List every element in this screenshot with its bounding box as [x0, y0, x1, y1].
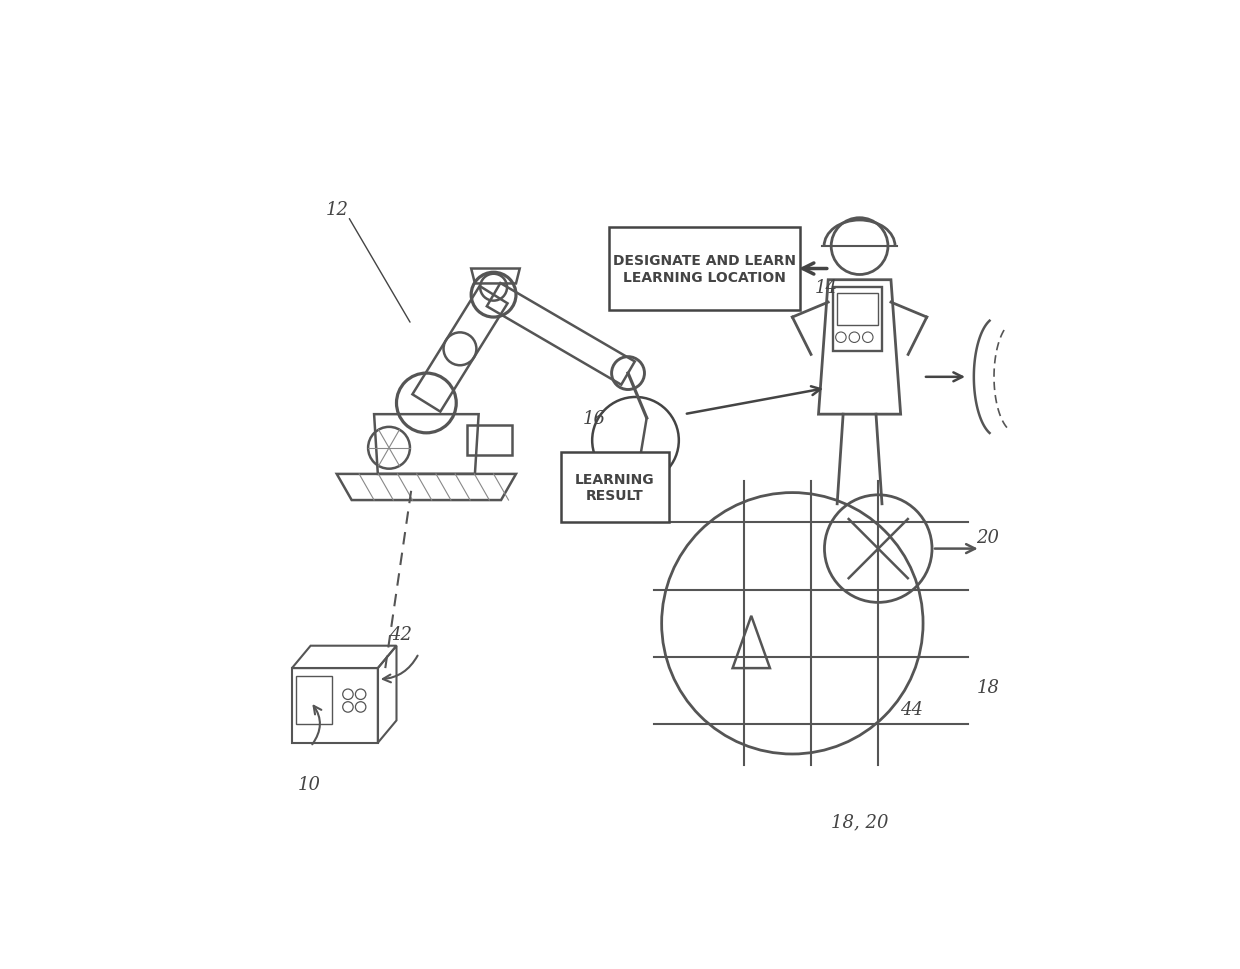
Text: 14: 14 [815, 279, 837, 297]
Text: 44: 44 [900, 701, 924, 718]
Text: 42: 42 [388, 626, 412, 643]
Text: 18: 18 [977, 678, 999, 696]
Text: LEARNING
RESULT: LEARNING RESULT [575, 473, 655, 503]
Text: 12: 12 [325, 201, 348, 219]
Text: 20: 20 [977, 529, 999, 547]
Text: 18, 20: 18, 20 [831, 812, 888, 830]
FancyBboxPatch shape [609, 229, 800, 310]
Circle shape [831, 218, 888, 275]
FancyBboxPatch shape [833, 288, 882, 352]
Text: 10: 10 [298, 775, 321, 793]
FancyBboxPatch shape [560, 452, 670, 523]
Polygon shape [818, 280, 900, 415]
Text: 16: 16 [583, 410, 606, 427]
Text: DESIGNATE AND LEARN
LEARNING LOCATION: DESIGNATE AND LEARN LEARNING LOCATION [613, 254, 796, 284]
